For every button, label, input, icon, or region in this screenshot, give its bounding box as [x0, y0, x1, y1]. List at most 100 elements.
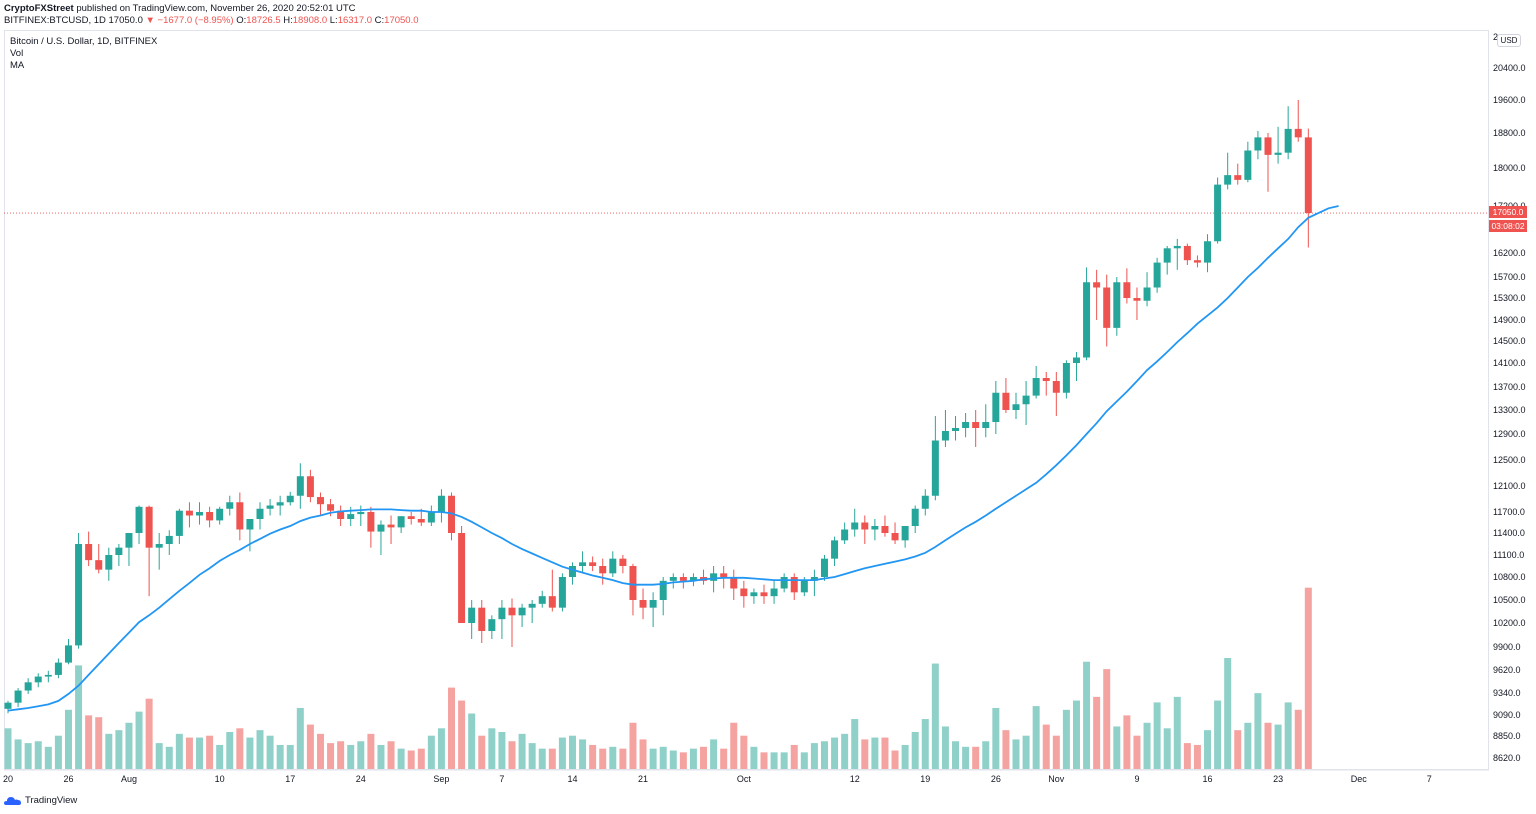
candle-body: [1153, 262, 1161, 288]
time-tick-label: 16: [1203, 774, 1213, 784]
volume-bar: [377, 744, 385, 769]
volume-bar: [44, 746, 52, 769]
candle-body: [891, 533, 899, 541]
price-tick-label: 18000.0: [1493, 163, 1526, 173]
candle-body: [780, 577, 788, 589]
candle-body: [568, 566, 576, 577]
candle-body: [347, 514, 355, 519]
price-tick-label: 19600.0: [1493, 95, 1526, 105]
volume-bar: [1204, 730, 1212, 769]
price-tick-label: 9900.0: [1493, 642, 1521, 652]
volume-bar: [952, 741, 960, 769]
volume-bar: [780, 752, 788, 769]
candle-body: [538, 596, 546, 604]
candle-body: [64, 645, 72, 663]
published-date: published on TradingView.com, November 2…: [76, 3, 356, 14]
candle-body: [972, 422, 980, 428]
time-tick-label: Aug: [121, 774, 137, 784]
volume-bar: [1002, 730, 1010, 769]
candle-body: [276, 502, 284, 506]
candle-body: [589, 562, 597, 566]
volume-bar: [599, 748, 607, 769]
price-tick-label: 9620.0: [1493, 665, 1521, 675]
candle-body: [861, 522, 869, 530]
volume-bar: [1284, 702, 1292, 769]
time-tick-label: Dec: [1351, 774, 1368, 784]
candle-body: [800, 580, 808, 593]
price-tick-label: 10200.0: [1493, 618, 1526, 628]
volume-bar: [820, 741, 828, 769]
time-tick-label: 21: [638, 774, 648, 784]
volume-bar: [861, 739, 869, 769]
candle-body: [54, 662, 62, 675]
volume-bar: [851, 719, 859, 769]
candle-body: [206, 512, 214, 521]
candle-body: [327, 504, 335, 511]
volume-bar: [568, 735, 576, 769]
candle-body: [1062, 363, 1070, 393]
publisher-name: CryptoFXStreet: [4, 3, 74, 14]
price-tick-label: 15300.0: [1493, 293, 1526, 303]
volume-bar: [720, 748, 728, 769]
volume-bar: [427, 735, 435, 769]
candle-body: [226, 502, 234, 509]
candle-body: [962, 422, 970, 428]
candle-body: [790, 577, 798, 593]
candle-body: [256, 508, 264, 519]
ohlc-high-label: H:: [283, 15, 293, 26]
brand-name: TradingView: [25, 795, 78, 806]
candle-body: [720, 573, 728, 577]
legend-vol: Vol: [10, 48, 24, 59]
time-tick-label: 14: [567, 774, 577, 784]
volume-bar: [700, 746, 708, 769]
symbol-name: BITFINEX:BTCUSD, 1D: [4, 15, 106, 26]
volume-bar: [256, 730, 264, 769]
candle-body: [488, 619, 496, 631]
candle-body: [24, 682, 32, 691]
price-tick-label: 14100.0: [1493, 358, 1526, 368]
candle-body: [952, 428, 960, 431]
volume-bar: [760, 752, 768, 769]
volume-bar: [316, 733, 324, 769]
volume-bar: [1093, 696, 1101, 769]
candle-body: [931, 440, 939, 496]
candle-body: [417, 519, 425, 523]
candle-body: [95, 560, 103, 570]
candle-body: [508, 607, 516, 616]
candle-body: [1103, 287, 1111, 328]
volume-bar: [458, 700, 466, 769]
candle-body: [730, 577, 738, 589]
time-tick-label: 7: [499, 774, 504, 784]
volume-bar: [1052, 735, 1060, 769]
volume-bar: [992, 707, 1000, 769]
candle-body: [1123, 282, 1131, 298]
volume-bar: [841, 733, 849, 769]
time-tick-label: Nov: [1048, 774, 1065, 784]
volume-bar: [296, 707, 304, 769]
volume-bar: [1113, 726, 1121, 769]
volume-bar: [911, 732, 919, 769]
volume-bar: [881, 737, 889, 769]
volume-bar: [901, 744, 909, 769]
candle-body: [941, 431, 949, 441]
candle-body: [750, 592, 758, 597]
candle-body: [740, 588, 748, 597]
candle-body: [881, 526, 889, 533]
volume-bar: [921, 719, 929, 769]
tradingview-logo[interactable]: TradingView: [4, 795, 77, 806]
candle-body: [851, 522, 859, 530]
volume-bar: [1274, 724, 1282, 769]
volume-bar: [831, 737, 839, 769]
candle-body: [992, 392, 1000, 422]
volume-bar: [649, 748, 657, 769]
time-tick-label: 23: [1273, 774, 1283, 784]
volume-bar: [1012, 739, 1020, 769]
volume-bar: [619, 748, 627, 769]
candle-body: [579, 562, 587, 566]
time-tick-label: 26: [63, 774, 73, 784]
volume-bar: [155, 743, 163, 769]
currency-button[interactable]: USD: [1497, 34, 1521, 47]
candle-body: [1254, 137, 1262, 151]
candle-body: [1143, 287, 1151, 301]
